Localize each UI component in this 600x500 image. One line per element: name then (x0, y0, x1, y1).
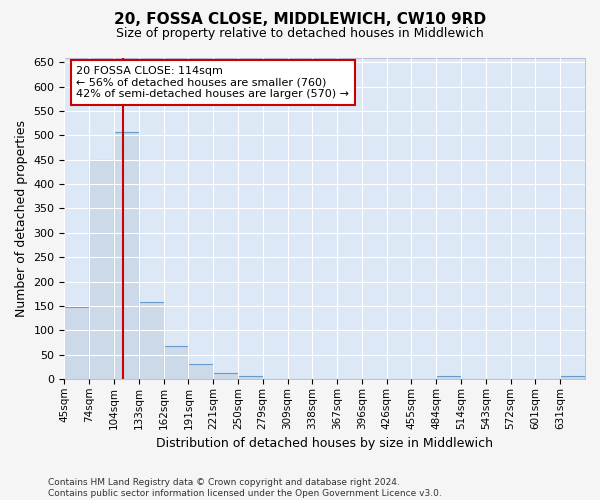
Bar (114, 132, 139, 379)
Y-axis label: Number of detached properties: Number of detached properties (15, 120, 28, 316)
Text: Size of property relative to detached houses in Middlewich: Size of property relative to detached ho… (116, 28, 484, 40)
Bar (139, 302, 164, 379)
Text: Contains HM Land Registry data © Crown copyright and database right 2024.
Contai: Contains HM Land Registry data © Crown c… (48, 478, 442, 498)
Text: 20 FOSSA CLOSE: 114sqm
← 56% of detached houses are smaller (760)
42% of semi-de: 20 FOSSA CLOSE: 114sqm ← 56% of detached… (76, 66, 349, 99)
Bar (436, 376, 461, 379)
Bar (89, 160, 114, 379)
Bar (238, 376, 263, 379)
Bar (64, 307, 89, 379)
X-axis label: Distribution of detached houses by size in Middlewich: Distribution of detached houses by size … (156, 437, 493, 450)
Bar (213, 373, 238, 379)
Bar (164, 346, 188, 379)
Bar (188, 364, 213, 379)
Text: 20, FOSSA CLOSE, MIDDLEWICH, CW10 9RD: 20, FOSSA CLOSE, MIDDLEWICH, CW10 9RD (114, 12, 486, 28)
Bar (560, 376, 585, 379)
